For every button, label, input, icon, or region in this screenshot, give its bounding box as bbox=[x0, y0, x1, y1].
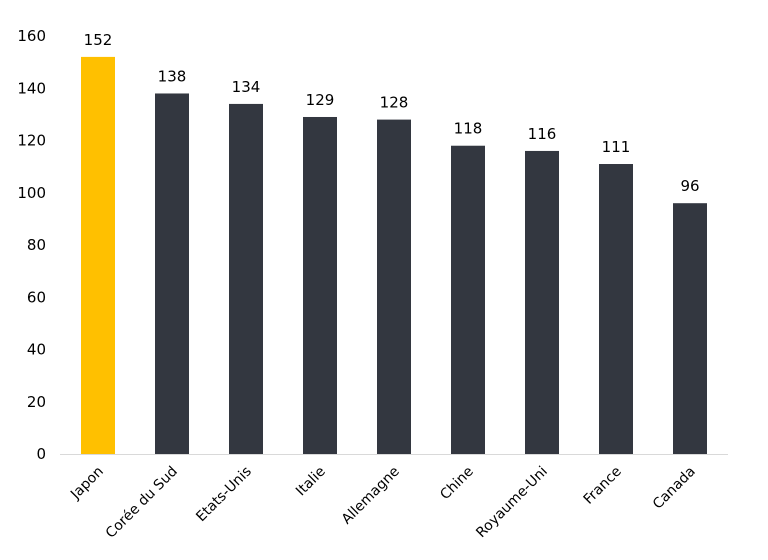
data-label: 129 bbox=[306, 91, 335, 109]
bar bbox=[81, 56, 115, 455]
x-tick-label: Japon bbox=[67, 464, 107, 504]
x-tick-label: Chine bbox=[437, 464, 477, 504]
x-tick-label: Italie bbox=[293, 464, 329, 500]
data-labels: 152 138 134 129 128 118 116 111 96 bbox=[84, 31, 700, 195]
data-label: 111 bbox=[602, 138, 631, 156]
bar bbox=[525, 150, 559, 454]
data-label: 96 bbox=[680, 177, 699, 195]
bars bbox=[81, 56, 707, 455]
bar bbox=[673, 203, 707, 454]
y-tick-label: 100 bbox=[17, 184, 46, 202]
bar bbox=[303, 116, 337, 455]
data-label: 138 bbox=[158, 67, 187, 85]
y-tick-label: 120 bbox=[17, 132, 46, 150]
data-label: 152 bbox=[84, 31, 113, 49]
x-tick-label: Etats-Unis bbox=[193, 464, 255, 526]
bar bbox=[155, 93, 189, 454]
y-tick-label: 160 bbox=[17, 27, 46, 45]
bar bbox=[451, 145, 485, 454]
bar bbox=[599, 164, 633, 454]
y-axis-ticks: 0 20 40 60 80 100 120 140 160 bbox=[17, 27, 46, 463]
data-label: 116 bbox=[528, 125, 557, 143]
y-tick-label: 140 bbox=[17, 79, 46, 97]
y-tick-label: 60 bbox=[27, 288, 46, 306]
x-tick-label: France bbox=[581, 464, 625, 508]
x-tick-label: Corée du Sud bbox=[103, 464, 181, 542]
data-label: 128 bbox=[380, 94, 409, 112]
x-tick-label: Canada bbox=[650, 464, 699, 513]
y-tick-label: 0 bbox=[36, 445, 46, 463]
y-tick-label: 80 bbox=[27, 236, 46, 254]
x-tick-label: Royaume-Uni bbox=[473, 464, 551, 542]
y-tick-label: 40 bbox=[27, 341, 46, 359]
x-tick-label: Allemagne bbox=[339, 464, 403, 528]
bar bbox=[229, 103, 263, 455]
data-label: 118 bbox=[454, 120, 483, 138]
y-tick-label: 20 bbox=[27, 393, 46, 411]
data-label: 134 bbox=[232, 78, 261, 96]
bar bbox=[377, 119, 411, 454]
